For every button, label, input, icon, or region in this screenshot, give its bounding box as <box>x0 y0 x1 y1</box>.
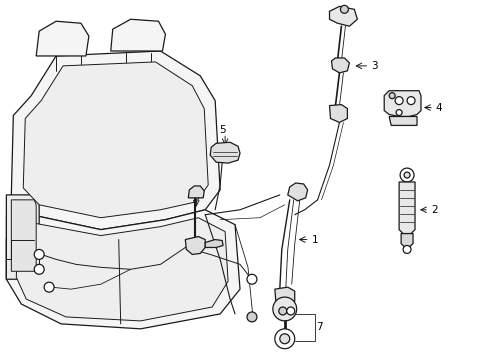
Polygon shape <box>111 19 165 51</box>
Circle shape <box>34 264 44 274</box>
Text: 1: 1 <box>311 234 318 244</box>
Polygon shape <box>185 237 205 255</box>
Circle shape <box>402 246 410 253</box>
Polygon shape <box>11 200 36 271</box>
Circle shape <box>286 307 294 315</box>
Text: 5: 5 <box>218 125 225 135</box>
Text: 4: 4 <box>435 103 442 113</box>
Circle shape <box>403 172 409 178</box>
Circle shape <box>274 329 294 349</box>
Polygon shape <box>400 234 412 247</box>
Polygon shape <box>23 62 208 218</box>
Polygon shape <box>398 182 414 234</box>
Circle shape <box>272 297 296 321</box>
Circle shape <box>279 334 289 344</box>
Circle shape <box>394 96 402 105</box>
Polygon shape <box>388 117 416 125</box>
Polygon shape <box>210 142 240 163</box>
Circle shape <box>395 109 401 116</box>
Polygon shape <box>188 186 204 198</box>
Polygon shape <box>274 287 294 307</box>
Circle shape <box>406 96 414 105</box>
Polygon shape <box>331 58 349 73</box>
Text: 7: 7 <box>316 322 323 332</box>
Polygon shape <box>287 183 307 201</box>
Polygon shape <box>205 239 223 247</box>
Polygon shape <box>11 51 220 230</box>
Circle shape <box>388 93 394 99</box>
Polygon shape <box>36 21 89 56</box>
Circle shape <box>246 274 256 284</box>
Polygon shape <box>329 105 346 122</box>
Circle shape <box>246 312 256 322</box>
Polygon shape <box>16 218 227 321</box>
Text: 2: 2 <box>430 205 437 215</box>
Circle shape <box>340 5 347 13</box>
Polygon shape <box>329 6 357 26</box>
Circle shape <box>44 282 54 292</box>
Polygon shape <box>384 91 420 117</box>
Circle shape <box>34 249 44 260</box>
Text: 3: 3 <box>370 61 377 71</box>
Circle shape <box>399 168 413 182</box>
Circle shape <box>278 307 286 315</box>
Text: 6: 6 <box>190 187 196 197</box>
Polygon shape <box>6 210 240 329</box>
Polygon shape <box>6 195 39 279</box>
